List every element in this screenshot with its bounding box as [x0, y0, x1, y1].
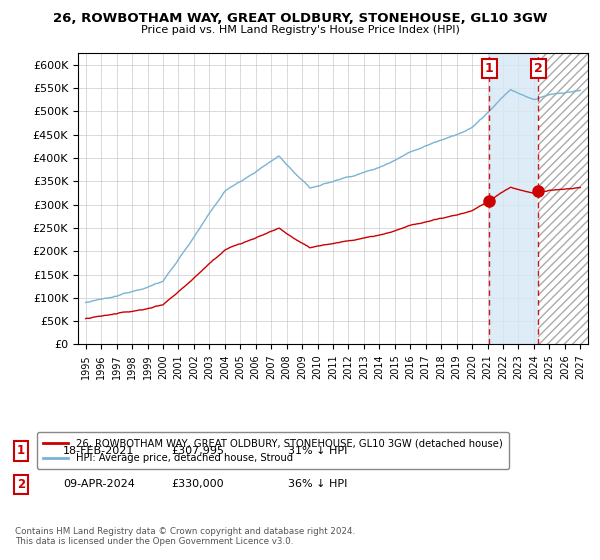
Text: 18-FEB-2021: 18-FEB-2021: [63, 446, 134, 456]
Text: 1: 1: [485, 62, 494, 75]
Text: 26, ROWBOTHAM WAY, GREAT OLDBURY, STONEHOUSE, GL10 3GW: 26, ROWBOTHAM WAY, GREAT OLDBURY, STONEH…: [53, 12, 547, 25]
Text: 31% ↓ HPI: 31% ↓ HPI: [288, 446, 347, 456]
Text: £307,995: £307,995: [171, 446, 224, 456]
Text: 36% ↓ HPI: 36% ↓ HPI: [288, 479, 347, 489]
Text: 2: 2: [534, 62, 542, 75]
Text: 09-APR-2024: 09-APR-2024: [63, 479, 135, 489]
Text: 2: 2: [17, 478, 25, 491]
Bar: [490, 53, 538, 344]
Bar: [538, 53, 588, 344]
Text: Price paid vs. HM Land Registry's House Price Index (HPI): Price paid vs. HM Land Registry's House …: [140, 25, 460, 35]
Bar: [538, 53, 588, 344]
Legend: 26, ROWBOTHAM WAY, GREAT OLDBURY, STONEHOUSE, GL10 3GW (detached house), HPI: Av: 26, ROWBOTHAM WAY, GREAT OLDBURY, STONEH…: [37, 432, 509, 469]
Text: 1: 1: [17, 444, 25, 458]
Text: £330,000: £330,000: [171, 479, 224, 489]
Text: Contains HM Land Registry data © Crown copyright and database right 2024.
This d: Contains HM Land Registry data © Crown c…: [15, 526, 355, 546]
